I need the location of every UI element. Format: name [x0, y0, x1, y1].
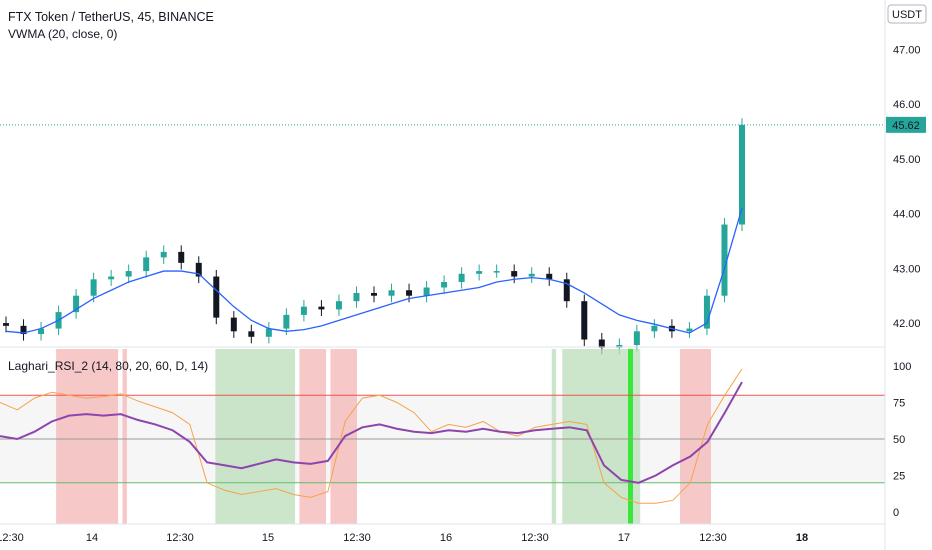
rsi-fast-line	[0, 368, 743, 504]
rsi-band-green	[562, 349, 641, 524]
rsi-band-green	[551, 349, 557, 524]
candle-body	[125, 271, 132, 277]
candle-body	[476, 271, 483, 274]
rsi-pane[interactable]	[0, 349, 885, 524]
candle-body	[335, 301, 342, 310]
candle-body	[633, 331, 640, 345]
candle-body	[318, 306, 325, 310]
time-tick-label: 18	[796, 532, 808, 544]
candle-body	[160, 251, 167, 258]
candle-body	[108, 276, 115, 280]
price-pane[interactable]	[0, 118, 885, 355]
rsi-band-green	[215, 349, 296, 524]
time-tick-label: 12:30	[343, 532, 371, 544]
candle-body	[388, 290, 395, 296]
candle-body	[598, 339, 605, 348]
candle-body	[441, 282, 448, 288]
rsi-tick-label: 75	[893, 398, 905, 410]
candle-body	[300, 306, 307, 315]
time-tick-label: 12:30	[521, 532, 549, 544]
candle-body	[493, 271, 500, 273]
candle-body	[546, 273, 553, 280]
price-tick-label: 45.00	[893, 154, 921, 166]
time-tick-label: 14	[86, 532, 98, 544]
candle-body	[283, 314, 290, 329]
rsi-band-red	[122, 349, 127, 524]
time-tick-label: 16	[440, 532, 452, 544]
candle-body	[458, 273, 465, 283]
signal-marker	[628, 349, 633, 524]
time-tick-label: 15	[262, 532, 274, 544]
candle-body	[248, 331, 255, 337]
rsi-band-red	[299, 349, 327, 524]
candle-body	[739, 124, 745, 225]
rsi-tick-label: 100	[893, 361, 911, 373]
candle-body	[90, 279, 97, 296]
rsi-slow-line	[0, 381, 743, 484]
symbol-legend[interactable]: FTX Token / TetherUS, 45, BINANCE	[8, 10, 214, 24]
last-price-tag	[886, 116, 926, 133]
rsi-tick-label: 0	[893, 507, 899, 519]
rsi-band-red	[680, 349, 711, 524]
time-tick-label: 17	[618, 532, 630, 544]
vwma-legend[interactable]: VWMA (20, close, 0)	[8, 27, 118, 41]
candle-body	[38, 328, 45, 335]
rsi-legend[interactable]: Laghari_RSI_2 (14, 80, 20, 60, D, 14)	[8, 359, 209, 373]
candle-body	[73, 295, 80, 313]
candle-body	[230, 317, 237, 332]
price-tick-label: 44.00	[893, 209, 921, 221]
candle-body	[3, 323, 9, 326]
candle-body	[195, 262, 202, 277]
candle-body	[213, 276, 220, 318]
candle-body	[20, 325, 27, 335]
candle-body	[423, 287, 430, 296]
price-tick-label: 42.00	[893, 318, 921, 330]
candle-body	[581, 301, 588, 340]
candle-body	[143, 257, 150, 272]
vwma-line	[5, 207, 743, 334]
candle-body	[686, 328, 693, 332]
candle-body	[406, 290, 413, 296]
rsi-tick-label: 25	[893, 471, 905, 483]
candle-body	[616, 345, 623, 348]
candle-body	[265, 328, 272, 337]
candle-body	[703, 295, 710, 329]
candle-body	[651, 325, 658, 332]
price-tick-label: 47.00	[893, 44, 921, 56]
candle-body	[371, 292, 377, 296]
time-tick-label: 12:30	[699, 532, 727, 544]
candle-body	[353, 292, 360, 302]
currency-button-label: USDT	[892, 9, 922, 21]
rsi-band-red	[56, 349, 119, 524]
rsi-tick-label: 50	[893, 434, 905, 446]
currency-button[interactable]	[887, 4, 927, 24]
candle-body	[528, 273, 535, 277]
candle-body	[721, 224, 728, 296]
time-tick-label: 12:30	[166, 532, 194, 544]
last-price-label: 45.62	[892, 120, 920, 132]
candle-body	[178, 251, 185, 263]
candle-body	[511, 271, 518, 277]
time-tick-label: 12:30	[0, 532, 24, 544]
price-tick-label: 46.00	[893, 99, 921, 111]
candle-body	[563, 279, 570, 302]
price-tick-label: 43.00	[893, 263, 921, 275]
